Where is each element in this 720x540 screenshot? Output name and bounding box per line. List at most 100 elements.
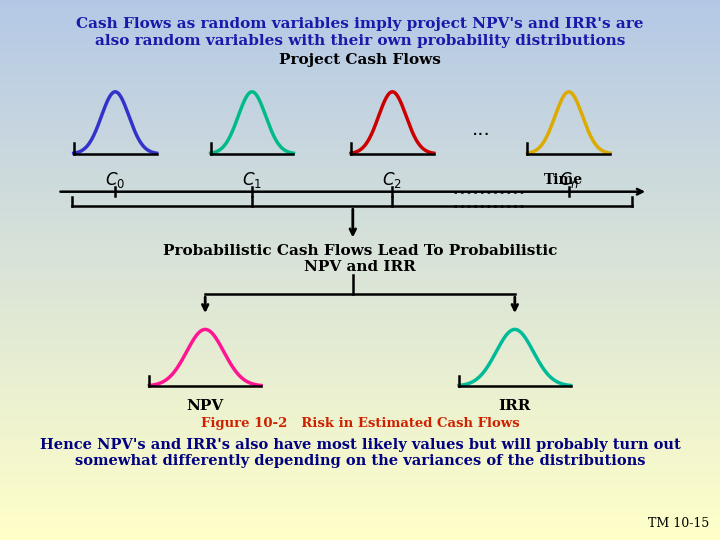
Bar (0, 475, 720, 478)
Bar (0, 265, 720, 267)
Bar (0, 62, 720, 65)
Text: $C_0$: $C_0$ (105, 170, 125, 190)
Bar (0, 440, 720, 443)
Bar (0, 92, 720, 94)
Bar (0, 140, 720, 143)
Bar (0, 189, 720, 192)
Bar (0, 286, 720, 289)
Bar (0, 240, 720, 243)
Bar (0, 116, 720, 119)
Bar (0, 94, 720, 97)
Bar (0, 394, 720, 397)
Bar (0, 127, 720, 130)
Bar (0, 335, 720, 338)
Bar (0, 65, 720, 68)
Bar (0, 68, 720, 70)
Bar (0, 8, 720, 11)
Bar (0, 537, 720, 540)
Bar (0, 327, 720, 329)
Bar (0, 154, 720, 157)
Bar (0, 359, 720, 362)
Bar (0, 505, 720, 508)
Bar (0, 0, 720, 3)
Bar (0, 24, 720, 27)
Bar (0, 178, 720, 181)
Bar (0, 256, 720, 259)
Bar (0, 448, 720, 451)
Bar (0, 170, 720, 173)
Bar (0, 346, 720, 348)
Bar (0, 111, 720, 113)
Bar (0, 364, 720, 367)
Bar (0, 113, 720, 116)
Bar (0, 521, 720, 524)
Bar (0, 246, 720, 248)
Bar (0, 494, 720, 497)
Bar (0, 340, 720, 343)
Bar (0, 57, 720, 59)
Bar (0, 467, 720, 470)
Bar (0, 230, 720, 232)
Bar (0, 481, 720, 483)
Bar (0, 40, 720, 43)
Bar (0, 27, 720, 30)
Bar (0, 524, 720, 526)
Bar (0, 157, 720, 159)
Bar (0, 11, 720, 14)
Bar (0, 221, 720, 224)
Bar (0, 424, 720, 427)
Bar (0, 181, 720, 184)
Bar (0, 81, 720, 84)
Bar (0, 418, 720, 421)
Bar (0, 416, 720, 418)
Bar (0, 338, 720, 340)
Bar (0, 329, 720, 332)
Bar (0, 370, 720, 373)
Bar (0, 332, 720, 335)
Bar (0, 105, 720, 108)
Bar (0, 437, 720, 440)
Bar (0, 462, 720, 464)
Bar (0, 100, 720, 103)
Bar (0, 354, 720, 356)
Text: TM 10-15: TM 10-15 (648, 517, 709, 530)
Bar (0, 356, 720, 359)
Bar (0, 284, 720, 286)
Bar (0, 275, 720, 278)
Bar (0, 184, 720, 186)
Bar (0, 373, 720, 375)
Bar (0, 389, 720, 392)
Bar (0, 51, 720, 54)
Bar (0, 262, 720, 265)
Text: $C_1$: $C_1$ (242, 170, 262, 190)
Bar (0, 392, 720, 394)
Bar (0, 238, 720, 240)
Bar (0, 30, 720, 32)
Bar (0, 435, 720, 437)
Bar (0, 402, 720, 405)
Bar (0, 281, 720, 284)
Bar (0, 176, 720, 178)
Text: Cash Flows as random variables imply project NPV's and IRR's are: Cash Flows as random variables imply pro… (76, 17, 644, 31)
Bar (0, 278, 720, 281)
Bar (0, 362, 720, 364)
Bar (0, 213, 720, 216)
Bar (0, 84, 720, 86)
Bar (0, 413, 720, 416)
Bar (0, 510, 720, 513)
Bar (0, 243, 720, 246)
Bar (0, 526, 720, 529)
Bar (0, 454, 720, 456)
Bar (0, 208, 720, 211)
Bar (0, 16, 720, 19)
Bar (0, 97, 720, 100)
Bar (0, 529, 720, 532)
Bar (0, 224, 720, 227)
Bar (0, 22, 720, 24)
Bar (0, 186, 720, 189)
Bar (0, 500, 720, 502)
Bar (0, 472, 720, 475)
Text: Figure 10-2   Risk in Estimated Cash Flows: Figure 10-2 Risk in Estimated Cash Flows (201, 417, 519, 430)
Bar (0, 38, 720, 40)
Bar (0, 122, 720, 124)
